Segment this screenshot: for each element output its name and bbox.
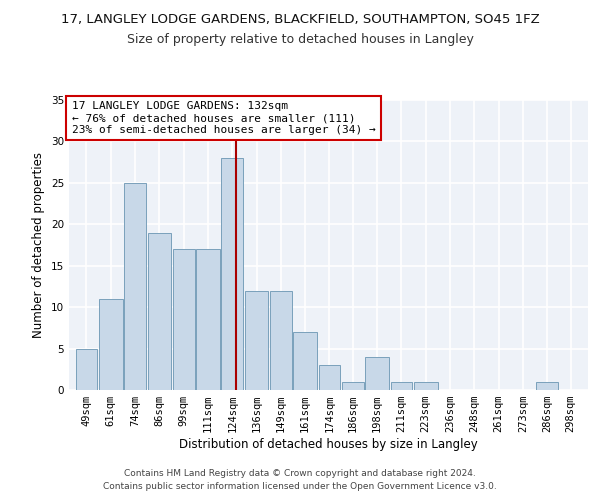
Bar	[99, 299, 122, 390]
Text: 17, LANGLEY LODGE GARDENS, BLACKFIELD, SOUTHAMPTON, SO45 1FZ: 17, LANGLEY LODGE GARDENS, BLACKFIELD, S…	[61, 12, 539, 26]
Bar	[148, 232, 171, 390]
Bar	[414, 382, 437, 390]
Bar	[76, 348, 97, 390]
Bar	[365, 357, 389, 390]
Bar	[342, 382, 364, 390]
X-axis label: Distribution of detached houses by size in Langley: Distribution of detached houses by size …	[179, 438, 478, 451]
Text: Contains public sector information licensed under the Open Government Licence v3: Contains public sector information licen…	[103, 482, 497, 491]
Bar	[319, 365, 340, 390]
Bar	[124, 183, 146, 390]
Bar	[293, 332, 317, 390]
Bar	[173, 249, 194, 390]
Y-axis label: Number of detached properties: Number of detached properties	[32, 152, 46, 338]
Bar	[221, 158, 243, 390]
Bar	[196, 249, 220, 390]
Text: Contains HM Land Registry data © Crown copyright and database right 2024.: Contains HM Land Registry data © Crown c…	[124, 469, 476, 478]
Bar	[536, 382, 558, 390]
Bar	[270, 290, 292, 390]
Text: 17 LANGLEY LODGE GARDENS: 132sqm
← 76% of detached houses are smaller (111)
23% : 17 LANGLEY LODGE GARDENS: 132sqm ← 76% o…	[71, 102, 376, 134]
Bar	[391, 382, 412, 390]
Text: Size of property relative to detached houses in Langley: Size of property relative to detached ho…	[127, 32, 473, 46]
Bar	[245, 290, 268, 390]
